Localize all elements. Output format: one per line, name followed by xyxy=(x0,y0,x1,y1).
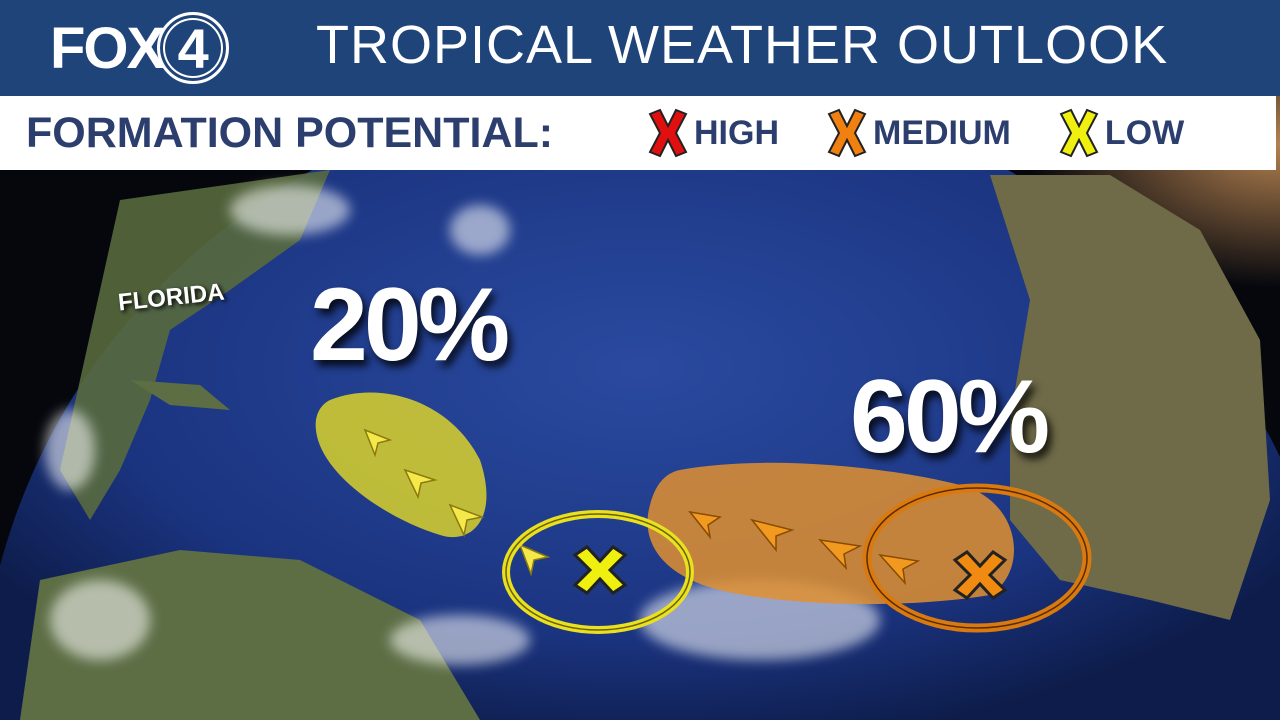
legend-title: FORMATION POTENTIAL: xyxy=(26,108,554,157)
orange-x-icon xyxy=(827,108,867,158)
fox4-logo: FOX 4 xyxy=(50,12,230,84)
legend-item-low: LOW xyxy=(1057,108,1184,158)
legend-label: LOW xyxy=(1104,113,1185,152)
page-title: TROPICAL WEATHER OUTLOOK xyxy=(316,15,1169,75)
legend-bar: FORMATION POTENTIAL: HIGH MEDIUM LOW xyxy=(0,96,1276,170)
logo-number: 4 xyxy=(157,12,230,84)
logo-text: FOX xyxy=(50,15,165,81)
legend-label: MEDIUM xyxy=(873,113,1011,152)
yellow-x-icon xyxy=(1059,108,1099,158)
header-bar: FOX 4 TROPICAL WEATHER OUTLOOK xyxy=(0,0,1280,96)
legend-item-high: HIGH xyxy=(646,108,779,158)
red-x-icon xyxy=(648,108,688,158)
low-development-area xyxy=(315,392,487,538)
clouds xyxy=(45,185,880,665)
low-system-percent: 20% xyxy=(310,267,510,383)
medium-system-percent: 60% xyxy=(850,359,1050,475)
legend-label: HIGH xyxy=(694,113,779,152)
track-arrows xyxy=(688,510,921,586)
low-x-marker-icon xyxy=(572,545,628,595)
cuba-land xyxy=(130,380,230,410)
legend-item-medium: MEDIUM xyxy=(825,108,1011,158)
medium-x-marker-icon xyxy=(952,550,1008,600)
north-america-land xyxy=(60,170,330,520)
track-arrows xyxy=(363,428,551,577)
